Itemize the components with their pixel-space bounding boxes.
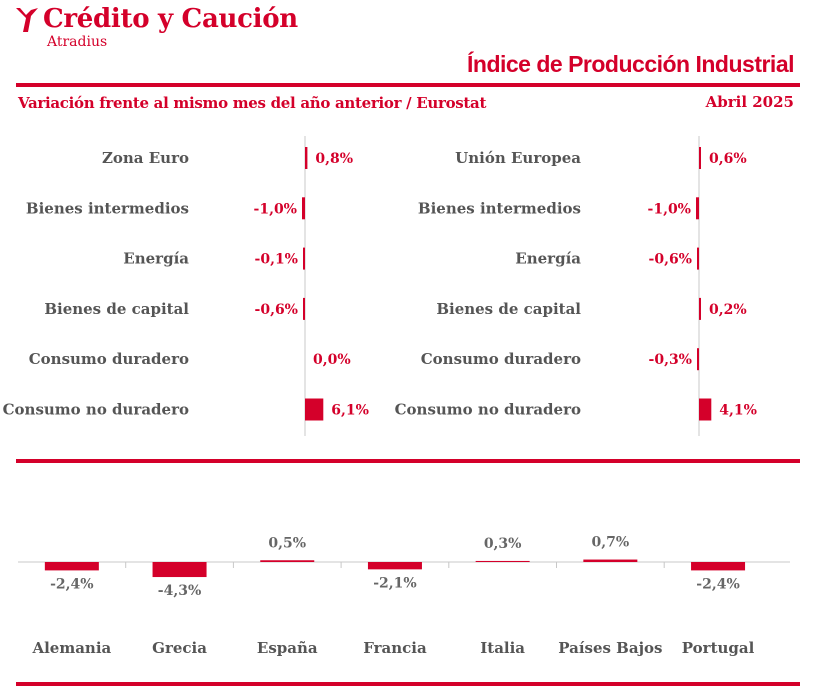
category-label: Energía <box>123 250 189 268</box>
value-label: 0,6% <box>709 151 747 167</box>
bar <box>305 147 308 169</box>
category-label: Unión Europea <box>455 149 581 167</box>
category-label: Consumo no duradero <box>3 401 189 419</box>
report-date: Abril 2025 <box>705 93 794 111</box>
category-label: Alemania <box>31 639 111 657</box>
value-label: 4,1% <box>719 403 757 419</box>
category-label: Italia <box>480 639 525 657</box>
category-label: Zona Euro <box>102 149 189 167</box>
category-label: Bienes de capital <box>436 300 581 318</box>
value-label: -1,0% <box>254 201 297 217</box>
bar <box>303 297 305 320</box>
bar <box>699 398 712 421</box>
value-label: -0,6% <box>649 252 692 268</box>
bar <box>699 297 701 320</box>
bar <box>699 147 701 169</box>
category-label: Francia <box>363 639 427 657</box>
bar <box>302 197 305 220</box>
value-label: 0,7% <box>592 535 630 551</box>
section-divider <box>16 459 800 463</box>
bar <box>260 560 315 562</box>
value-label: -0,1% <box>255 252 298 268</box>
bar <box>303 247 305 270</box>
bar <box>44 562 99 571</box>
bar <box>697 247 699 270</box>
bar <box>691 562 746 571</box>
bar <box>152 562 207 578</box>
category-label: Consumo duradero <box>421 350 581 368</box>
value-label: -2,4% <box>50 576 93 592</box>
category-label: España <box>257 639 318 657</box>
bar <box>367 562 422 570</box>
value-label: 0,8% <box>315 151 353 167</box>
bar <box>305 398 324 421</box>
category-label: Países Bajos <box>558 639 662 657</box>
brand-name: Crédito y Caución <box>43 4 298 34</box>
header-rule <box>16 83 800 87</box>
report-title: Índice de Producción Industrial <box>467 51 795 77</box>
value-label: -2,4% <box>696 576 739 592</box>
category-label: Bienes de capital <box>44 300 189 318</box>
logo-mark-icon <box>16 8 38 32</box>
bar <box>475 560 530 562</box>
value-label: -0,3% <box>649 352 692 368</box>
category-label: Energía <box>515 250 581 268</box>
value-label: 0,0% <box>313 352 351 368</box>
value-label: 0,5% <box>268 535 306 551</box>
value-label: 0,2% <box>709 302 747 318</box>
bar <box>697 348 699 371</box>
category-label: Consumo duradero <box>29 350 189 368</box>
category-label: Consumo no duradero <box>395 401 581 419</box>
category-label: Bienes intermedios <box>26 199 189 217</box>
category-label: Bienes intermedios <box>418 199 581 217</box>
value-label: -0,6% <box>255 302 298 318</box>
category-label: Grecia <box>152 639 207 657</box>
bar <box>696 197 699 220</box>
bar <box>583 559 638 562</box>
value-label: 6,1% <box>331 403 369 419</box>
value-label: 0,3% <box>484 536 522 552</box>
value-label: -4,3% <box>158 583 201 599</box>
footer-rule <box>16 682 800 686</box>
value-label: -1,0% <box>648 201 691 217</box>
value-label: -2,1% <box>373 575 416 591</box>
category-label: Portugal <box>682 639 755 657</box>
chart-subtitle: Variación frente al mismo mes del año an… <box>18 94 487 112</box>
brand-subname: Atradius <box>47 34 108 50</box>
